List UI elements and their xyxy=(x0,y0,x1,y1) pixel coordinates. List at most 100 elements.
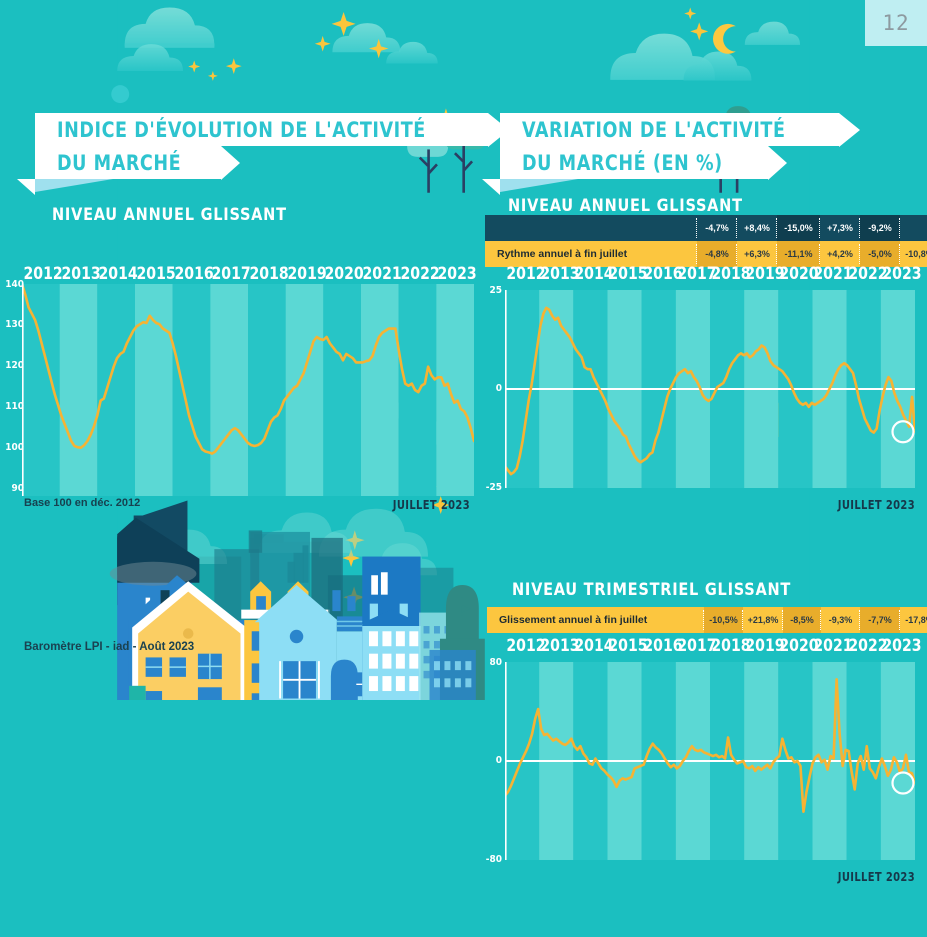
annual-table-row-dark: -4,7% +8,4% -15,0% +7,3% -9,2% xyxy=(485,215,927,241)
year-label-2012: 2012 xyxy=(506,264,546,284)
ribbon-tail-shadow xyxy=(500,179,578,192)
year-label-2016: 2016 xyxy=(642,264,683,284)
year-label-2012: 2012 xyxy=(23,264,63,284)
left-chart-subtitle: NIVEAU ANNUEL GLISSANT xyxy=(52,205,287,225)
year-label-2016: 2016 xyxy=(174,264,214,284)
ribbon-line-2: DU MARCHÉ (EN %) xyxy=(482,146,787,195)
y-tick-neg25: -25 xyxy=(485,482,502,493)
year-label-2017: 2017 xyxy=(677,264,717,284)
year-label-2022: 2022 xyxy=(847,636,888,656)
cloud-icon xyxy=(363,543,437,576)
row-label xyxy=(485,215,697,241)
table-cell xyxy=(899,215,927,241)
cloud-icon xyxy=(610,33,715,80)
table-cell: +6,3% xyxy=(736,241,777,267)
y-tick-0: 0 xyxy=(495,383,502,394)
ribbon-line-1: VARIATION DE L'ACTIVITÉ xyxy=(500,113,861,147)
year-label-2020: 2020 xyxy=(324,264,364,284)
table-cell: -8,5% xyxy=(782,607,821,633)
cloud-icon xyxy=(117,44,183,71)
year-label-2013: 2013 xyxy=(540,636,580,656)
right-chart-date-stamp: JUILLET 2023 xyxy=(837,498,915,512)
left-chart-year-labels: 2012 2013 2014 2015 2016 2017 2018 2019 2020 2021… xyxy=(22,264,477,284)
year-label-2023: 2023 xyxy=(882,264,922,284)
year-label-2020: 2020 xyxy=(779,636,819,656)
y-tick-neg80: -80 xyxy=(485,854,502,865)
moon-icon xyxy=(712,23,736,54)
left-chart-footnote: Base 100 en déc. 2012 xyxy=(24,497,141,509)
table-cell: -15,0% xyxy=(776,215,820,241)
table-cell: -7,7% xyxy=(859,607,900,633)
year-label-2015: 2015 xyxy=(608,264,649,284)
table-cell: -4,8% xyxy=(696,241,737,267)
table-cell: +21,8% xyxy=(742,607,783,633)
quarterly-table-row: Glissement annuel à fin juillet -10,5% +… xyxy=(487,607,927,633)
credit-line: Baromètre LPI - iad - Août 2023 xyxy=(24,641,195,653)
y-tick-130: 130 xyxy=(5,319,24,330)
bottom-chart-date-stamp: JUILLET 2023 xyxy=(837,870,915,884)
cloud-icon xyxy=(259,512,352,553)
left-chart-date-stamp: JUILLET 2023 xyxy=(392,498,470,512)
year-label-2019: 2019 xyxy=(287,264,327,284)
ribbon-tail-shadow xyxy=(35,179,113,192)
ribbon-tail xyxy=(482,179,500,195)
page-number-badge: 12 xyxy=(865,0,927,46)
chart-indice-niveau-annuel-glissant xyxy=(22,284,474,496)
table-cell: -4,7% xyxy=(696,215,737,241)
year-label-2016: 2016 xyxy=(642,636,683,656)
y-tick-120: 120 xyxy=(5,360,24,371)
year-label-2022: 2022 xyxy=(400,264,440,284)
cloud-icon xyxy=(744,21,801,45)
city-illustration xyxy=(109,500,485,700)
year-label-2020: 2020 xyxy=(779,264,819,284)
year-label-2018: 2018 xyxy=(249,264,289,284)
bottom-chart-subtitle: NIVEAU TRIMESTRIEL GLISSANT xyxy=(512,580,792,600)
year-label-2017: 2017 xyxy=(677,636,717,656)
table-cell: -17,8% xyxy=(899,607,927,633)
y-tick-100: 100 xyxy=(5,442,24,453)
cloud-icon xyxy=(124,7,215,48)
ribbon-line-2: DU MARCHÉ xyxy=(17,146,240,195)
year-label-2013: 2013 xyxy=(540,264,580,284)
table-cell: +7,3% xyxy=(819,215,860,241)
year-label-2015: 2015 xyxy=(608,636,649,656)
y-tick-80: 80 xyxy=(489,657,502,668)
table-cell: -9,3% xyxy=(820,607,860,633)
table-cell: -10,5% xyxy=(703,607,743,633)
year-label-2017: 2017 xyxy=(211,264,251,284)
y-tick-110: 110 xyxy=(5,401,24,412)
year-label-2019: 2019 xyxy=(745,636,785,656)
cloud-icon xyxy=(147,529,228,565)
y-tick-140: 140 xyxy=(5,279,24,290)
table-cell: -5,0% xyxy=(859,241,900,267)
annual-table-row-yellow: Rythme annuel à fin juillet -4,8% +6,3% … xyxy=(485,241,927,267)
table-cell: +4,2% xyxy=(819,241,860,267)
row-label: Glissement annuel à fin juillet xyxy=(499,614,648,626)
right-chart-year-labels: 2012 2013 2014 2015 2016 2017 2018 2019 2020 2021… xyxy=(505,264,922,284)
year-label-2023: 2023 xyxy=(882,636,922,656)
y-tick-25: 25 xyxy=(489,285,502,296)
y-tick-90: 90 xyxy=(11,483,24,494)
year-label-2014: 2014 xyxy=(574,636,614,656)
cloud-icon xyxy=(386,41,438,64)
table-cell: -10,8% xyxy=(899,241,927,267)
chart-variation-niveau-trimestriel-glissant xyxy=(505,662,915,860)
bottom-chart-year-labels: 2012 2013 2014 2015 2016 2017 2018 2019 2020 2021… xyxy=(505,636,922,656)
table-cell: +8,4% xyxy=(736,215,777,241)
right-chart-subtitle: NIVEAU ANNUEL GLISSANT xyxy=(508,196,743,216)
year-label-2018: 2018 xyxy=(711,636,751,656)
year-label-2014: 2014 xyxy=(574,264,614,284)
ribbon-line-1: INDICE D'ÉVOLUTION DE L'ACTIVITÉ xyxy=(35,113,509,147)
year-label-2021: 2021 xyxy=(813,636,853,656)
year-label-2013: 2013 xyxy=(61,264,101,284)
chart-variation-niveau-annuel-glissant xyxy=(505,290,915,488)
year-label-2014: 2014 xyxy=(98,264,138,284)
year-label-2023: 2023 xyxy=(437,264,477,284)
cloud-icon xyxy=(332,23,401,53)
table-cell: -9,2% xyxy=(859,215,900,241)
year-label-2012: 2012 xyxy=(506,636,546,656)
year-label-2022: 2022 xyxy=(847,264,888,284)
row-label: Rythme annuel à fin juillet xyxy=(497,248,628,260)
right-panel-title-ribbon: VARIATION DE L'ACTIVITÉ DU MARCHÉ (EN %) xyxy=(482,113,861,195)
